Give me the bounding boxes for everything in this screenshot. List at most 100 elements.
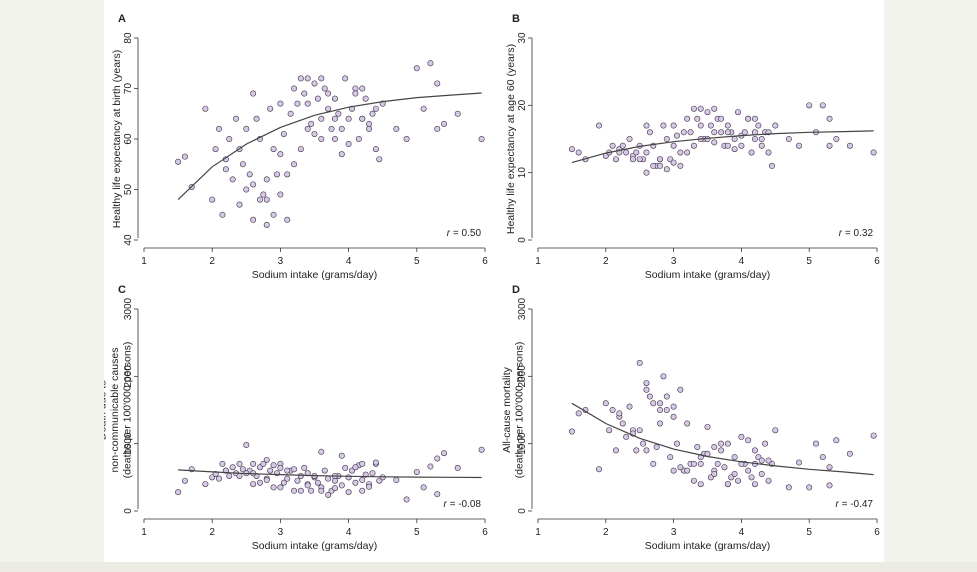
data-point [250,216,257,223]
data-point [181,477,188,484]
data-point [602,400,609,407]
data-point [294,477,301,484]
data-point [772,122,779,129]
data-point [697,460,704,467]
data-point [352,464,359,471]
data-point [280,479,287,486]
data-point [684,115,691,122]
data-point [243,125,250,132]
data-point [239,466,246,473]
data-point [243,186,250,193]
data-point [697,105,704,112]
data-point [287,110,294,117]
data-point [870,432,877,439]
data-point [229,176,236,183]
x-tick-label: 2 [603,527,609,538]
data-point [434,125,441,132]
y-axis-label: non-communicable causes [109,348,121,473]
data-point [690,105,697,112]
data-point [663,166,670,173]
data-point [239,161,246,168]
data-point [724,142,731,149]
y-tick-label: 10 [517,167,528,179]
correlation-value: = 0.32 [842,228,873,239]
data-point [806,102,813,109]
data-point [263,196,270,203]
data-point [311,80,318,87]
data-point [216,125,223,132]
data-point [297,75,304,82]
data-point [748,149,755,156]
data-point [359,115,366,122]
data-point [650,400,657,407]
data-point [846,142,853,149]
data-point [629,156,636,163]
y-axis-label: Death due to [104,380,109,440]
data-point [318,136,325,143]
data-point [376,156,383,163]
data-point [478,446,485,453]
data-point [636,427,643,434]
x-tick-label: 2 [603,256,609,267]
data-point [609,406,616,413]
data-point [755,122,762,129]
data-point [741,129,748,136]
data-point [657,420,664,427]
data-point [335,110,342,117]
data-point [338,151,345,158]
data-point [219,211,226,218]
data-point [434,491,441,498]
y-tick-label: 2000 [517,365,528,388]
data-point [403,136,410,143]
data-point [663,393,670,400]
data-point [731,454,738,461]
data-point [362,95,369,102]
data-point [718,129,725,136]
y-tick-label: 1000 [517,432,528,455]
x-tick-label: 3 [671,527,677,538]
data-point [684,420,691,427]
data-point [575,410,582,417]
data-point [646,393,653,400]
panel-letter: B [512,13,520,25]
data-point [256,196,263,203]
data-point [711,139,718,146]
data-point [751,136,758,143]
data-point [311,130,318,137]
x-tick-label: 1 [141,527,147,538]
data-point [633,447,640,454]
y-tick-label: 40 [123,234,134,246]
data-point [694,444,701,451]
data-point [226,136,233,143]
data-point [762,440,769,447]
data-point [342,75,349,82]
data-point [318,115,325,122]
data-point [657,400,664,407]
data-point [277,100,284,107]
data-point [670,403,677,410]
data-point [609,142,616,149]
data-point [690,142,697,149]
data-point [765,477,772,484]
data-point [670,413,677,420]
data-point [684,149,691,156]
data-point [735,109,742,116]
data-point [670,159,677,166]
data-point [308,120,315,127]
y-tick-label: 3000 [123,297,134,320]
data-point [643,149,650,156]
data-point [314,95,321,102]
x-tick-label: 4 [739,256,745,267]
correlation-label: r = -0.08 [443,499,481,510]
x-tick-label: 2 [209,256,215,267]
data-point [250,481,257,488]
data-point [704,423,711,430]
data-point [711,444,718,451]
data-point [345,489,352,496]
y-tick-label: 70 [123,83,134,95]
y-tick-label: 0 [517,508,528,514]
data-point [677,162,684,169]
data-point [352,90,359,97]
y-tick-label: 20 [517,99,528,111]
data-point [297,146,304,153]
